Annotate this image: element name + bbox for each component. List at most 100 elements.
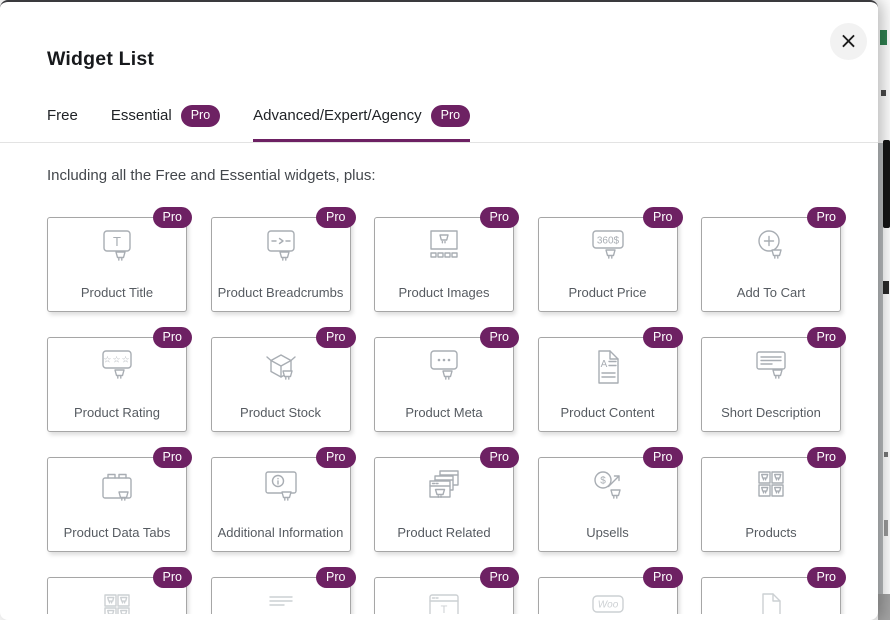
widget-label: Product Stock: [240, 404, 321, 420]
widget-label: Short Description: [721, 404, 821, 420]
product-price-icon: 360$: [539, 227, 677, 267]
pro-badge: Pro: [180, 105, 221, 127]
pro-badge: Pro: [152, 566, 192, 589]
background-black-bar: [883, 140, 890, 228]
widget-card-product-rating[interactable]: Pro ☆☆☆ Product Rating: [47, 326, 192, 432]
background-gray-column: [878, 143, 883, 600]
widget-card-product-data-tabs[interactable]: Pro Product Data Tabs: [47, 446, 192, 552]
pro-badge: Pro: [430, 105, 471, 127]
tab-advanced-expert-agency[interactable]: Advanced/Expert/Agency Pro: [253, 105, 471, 142]
pro-badge: Pro: [643, 206, 683, 229]
svg-text:Woo: Woo: [597, 599, 618, 610]
modal-header: Widget List Free Essential Pro Advanced/Exp…: [0, 2, 878, 143]
pro-badge: Pro: [152, 326, 192, 349]
widget-label: Product Content: [560, 404, 655, 420]
product-content-icon: A: [539, 347, 677, 387]
widget-card-products[interactable]: Pro Products: [701, 446, 846, 552]
background-green-block: [880, 30, 887, 45]
pro-badge: Pro: [806, 326, 846, 349]
tab-label: Essential: [110, 107, 172, 125]
background-page-strip: [878, 0, 890, 620]
modal-title: Widget List: [47, 48, 155, 70]
svg-text:$: $: [600, 475, 606, 486]
woo-icon: Woo: [539, 587, 677, 614]
svg-text:A: A: [600, 359, 607, 370]
svg-text:☆☆☆: ☆☆☆: [103, 354, 130, 364]
widget-label: Product Title: [80, 284, 154, 300]
widget-card-woo[interactable]: Pro Woo: [537, 566, 683, 614]
widget-card-products-grid[interactable]: Pro: [47, 566, 192, 614]
pro-badge: Pro: [806, 566, 846, 589]
background-gray-block: [878, 594, 890, 620]
upsells-icon: $: [539, 467, 677, 507]
pro-badge: Pro: [479, 566, 519, 589]
tab-label: Advanced/Expert/Agency: [253, 107, 422, 125]
pro-badge: Pro: [316, 446, 356, 469]
close-icon: ×: [839, 28, 858, 54]
product-breadcrumbs-icon: [212, 227, 350, 267]
background-dark-dash: [883, 281, 889, 294]
tab-label: Free: [47, 107, 78, 125]
widget-card-product-content[interactable]: Pro A Product Content: [537, 326, 683, 432]
widget-label: Product Rating: [74, 404, 160, 420]
modal-content: Including all the Free and Essential wid…: [0, 143, 878, 614]
widget-card-text-lines[interactable]: Pro: [210, 566, 356, 614]
product-meta-icon: [375, 347, 513, 387]
widget-grid: Pro T Product Title Pro Product Breadcrumbs P…: [47, 206, 878, 614]
pro-badge: Pro: [479, 326, 519, 349]
window-title-icon: T: [375, 587, 513, 614]
pro-badge: Pro: [479, 446, 519, 469]
widget-card-product-stock[interactable]: Pro Product Stock: [210, 326, 356, 432]
widget-card-short-description[interactable]: Pro Short Description: [701, 326, 846, 432]
product-stock-icon: [212, 347, 350, 387]
product-data-tabs-icon: [48, 467, 186, 507]
widget-card-product-related[interactable]: Pro Product Related: [374, 446, 519, 552]
widget-label: Product Data Tabs: [63, 524, 171, 540]
close-button[interactable]: ×: [830, 23, 867, 60]
widget-label: Product Price: [568, 284, 647, 300]
pro-badge: Pro: [316, 326, 356, 349]
widget-label: Product Images: [398, 284, 490, 300]
widget-card-window-title[interactable]: Pro T: [374, 566, 519, 614]
widget-label: Product Meta: [405, 404, 483, 420]
svg-text:T: T: [441, 604, 448, 614]
widget-label: Additional Information: [217, 524, 344, 540]
widget-label: Add To Cart: [736, 284, 806, 300]
products-icon: [702, 467, 840, 507]
product-related-icon: [375, 467, 513, 507]
product-rating-icon: ☆☆☆: [48, 347, 186, 387]
product-title-icon: T: [48, 227, 186, 267]
pro-badge: Pro: [152, 446, 192, 469]
widget-card-product-meta[interactable]: Pro Product Meta: [374, 326, 519, 432]
widget-label: Upsells: [586, 524, 629, 540]
tab-list: Free Essential Pro Advanced/Expert/Agency Pr…: [47, 105, 831, 142]
short-description-icon: [702, 347, 840, 387]
widget-label: Product Related: [397, 524, 491, 540]
pro-badge: Pro: [806, 446, 846, 469]
widget-card-product-images[interactable]: Pro Product Images: [374, 206, 519, 312]
widget-label: Products: [745, 524, 797, 540]
tab-free[interactable]: Free: [47, 105, 78, 142]
pro-badge: Pro: [316, 566, 356, 589]
pro-badge: Pro: [643, 446, 683, 469]
widget-label: Product Breadcrumbs: [217, 284, 344, 300]
widget-card-product-price[interactable]: Pro 360$ Product Price: [537, 206, 683, 312]
background-dark-dash: [881, 90, 886, 96]
widget-card-upsells[interactable]: Pro $ Upsells: [537, 446, 683, 552]
widget-card-additional-information[interactable]: Pro Additional Information: [210, 446, 356, 552]
tab-essential[interactable]: Essential Pro: [110, 105, 221, 142]
svg-text:360$: 360$: [596, 235, 619, 246]
widget-card-page[interactable]: Pro: [701, 566, 846, 614]
product-images-icon: [375, 227, 513, 267]
text-lines-icon: [212, 587, 350, 614]
svg-text:T: T: [113, 234, 121, 249]
pro-badge: Pro: [316, 206, 356, 229]
widget-card-product-breadcrumbs[interactable]: Pro Product Breadcrumbs: [210, 206, 356, 312]
subtitle: Including all the Free and Essential wid…: [47, 166, 376, 184]
background-dark-dash: [884, 520, 888, 536]
widget-card-add-to-cart[interactable]: Pro Add To Cart: [701, 206, 846, 312]
widget-card-product-title[interactable]: Pro T Product Title: [47, 206, 192, 312]
background-dark-dash: [884, 452, 888, 457]
pro-badge: Pro: [152, 206, 192, 229]
